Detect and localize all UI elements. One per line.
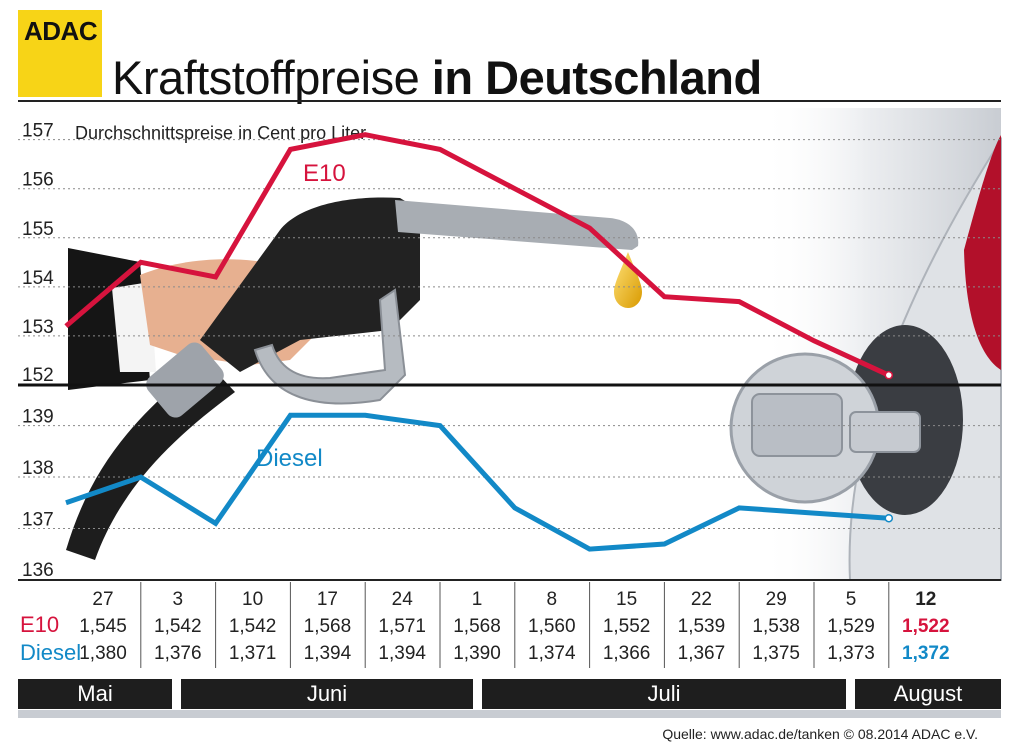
table-value-diesel: 1,366	[603, 643, 651, 664]
y-tick-label: 157	[22, 121, 54, 142]
adac-logo: ADAC	[18, 10, 102, 97]
table-value-e10: 1,538	[752, 616, 800, 637]
x-tick-label: 15	[616, 589, 637, 610]
car-fuel-door-icon	[729, 108, 1002, 581]
table-value-diesel: 1,372	[902, 643, 950, 664]
table-value-diesel: 1,390	[453, 643, 501, 664]
x-tick-label: 8	[547, 589, 558, 610]
series-end-point	[884, 370, 894, 380]
table-value-diesel: 1,394	[304, 643, 352, 664]
y-tick-label: 138	[22, 458, 54, 479]
table-value-e10: 1,529	[827, 616, 875, 637]
fuel-drop-icon	[614, 252, 642, 308]
month-band: Mai Juni Juli August	[18, 679, 1001, 709]
table-value-e10: 1,542	[229, 616, 277, 637]
month-label: August	[855, 679, 1001, 709]
table-value-diesel: 1,375	[752, 643, 800, 664]
table-value-diesel: 1,373	[827, 643, 875, 664]
footer-band	[18, 710, 1001, 718]
y-tick-label: 155	[22, 219, 54, 240]
table-value-e10: 1,571	[378, 616, 426, 637]
page-title: Kraftstoffpreise in Deutschland	[112, 50, 762, 106]
x-tick-label: 12	[915, 589, 936, 610]
x-tick-label: 1	[472, 589, 483, 610]
table-value-diesel: 1,394	[378, 643, 426, 664]
title-rule	[18, 100, 1001, 102]
y-tick-label: 152	[22, 365, 54, 386]
y-tick-label: 154	[22, 268, 54, 289]
x-tick-label: 5	[846, 589, 857, 610]
x-tick-label: 22	[691, 589, 712, 610]
y-tick-label: 156	[22, 170, 54, 191]
series-label-diesel: Diesel	[256, 445, 323, 472]
table-value-diesel: 1,371	[229, 643, 277, 664]
row-label-diesel: Diesel	[20, 640, 82, 665]
source-credit: Quelle: www.adac.de/tanken © 08.2014 ADA…	[662, 726, 978, 742]
month-label: Mai	[18, 679, 172, 709]
table-value-e10: 1,539	[678, 616, 726, 637]
table-value-e10: 1,568	[453, 616, 501, 637]
x-tick-label: 27	[92, 589, 113, 610]
title-light: Kraftstoffpreise	[112, 51, 420, 104]
y-tick-label: 153	[22, 317, 54, 338]
row-label-e10: E10	[20, 612, 60, 637]
table-value-e10: 1,568	[304, 616, 352, 637]
table-value-e10: 1,542	[154, 616, 202, 637]
series-line-diesel	[65, 412, 889, 552]
title-bold: in Deutschland	[431, 51, 762, 104]
y-tick-label: 139	[22, 407, 54, 428]
series-line-e10	[64, 132, 890, 378]
table-value-e10: 1,552	[603, 616, 651, 637]
x-tick-label: 3	[173, 589, 184, 610]
table-value-diesel: 1,374	[528, 643, 576, 664]
y-tick-label: 136	[22, 560, 54, 581]
series-label-e10: E10	[303, 160, 346, 187]
series-end-point	[884, 513, 894, 523]
table-value-diesel: 1,376	[154, 643, 202, 664]
table-value-diesel: 1,367	[678, 643, 726, 664]
y-tick-label: 137	[22, 510, 54, 531]
logo-text: ADAC	[24, 16, 98, 46]
table-value-e10: 1,560	[528, 616, 576, 637]
x-tick-label: 24	[392, 589, 414, 610]
x-tick-label: 10	[242, 589, 263, 610]
table-value-e10: 1,522	[902, 616, 950, 637]
table-value-e10: 1,545	[79, 616, 127, 637]
chart-subtitle: Durchschnittspreise in Cent pro Liter	[75, 123, 366, 143]
table-value-diesel: 1,380	[79, 643, 127, 664]
month-label: Juni	[181, 679, 473, 709]
month-label: Juli	[482, 679, 846, 709]
x-tick-label: 17	[317, 589, 338, 610]
x-tick-label: 29	[766, 589, 787, 610]
fuel-nozzle-icon	[66, 197, 639, 560]
